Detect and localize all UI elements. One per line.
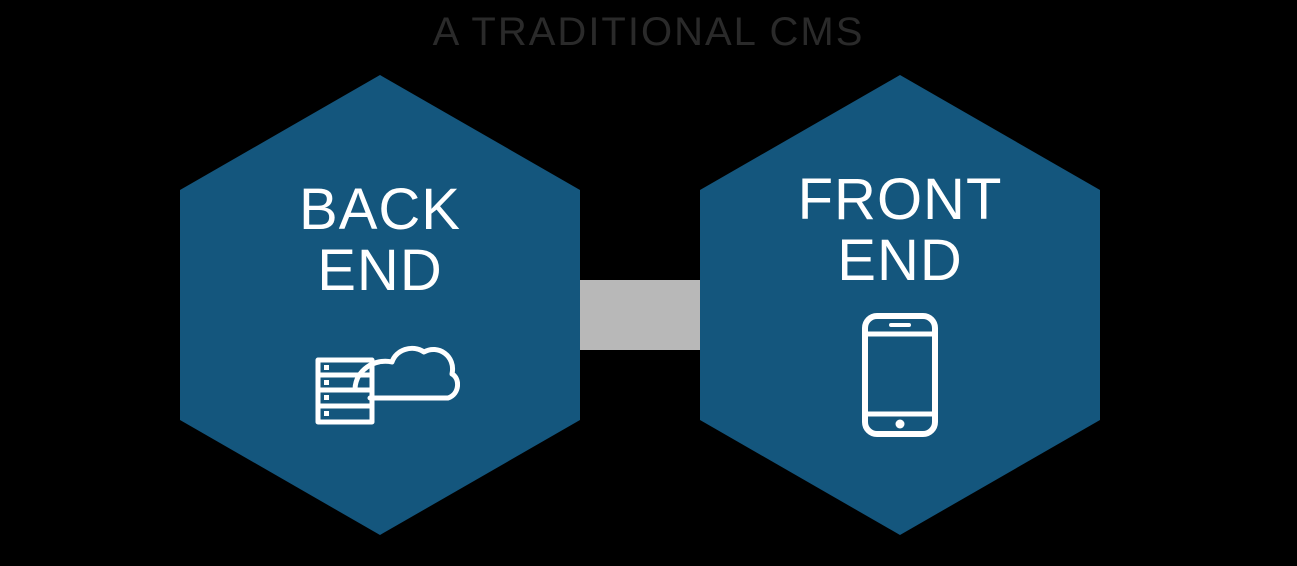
smartphone-icon: [855, 310, 945, 440]
hex-frontend-label: FRONT END: [798, 170, 1003, 292]
server-cloud-icon: [300, 320, 460, 430]
diagram-title: A TRADITIONAL CMS: [0, 10, 1297, 55]
hex-frontend: FRONT END: [700, 75, 1100, 535]
diagram-stage: A TRADITIONAL CMS BACK END: [0, 0, 1297, 566]
hex-backend-label: BACK END: [299, 180, 461, 302]
hex-backend: BACK END: [180, 75, 580, 535]
